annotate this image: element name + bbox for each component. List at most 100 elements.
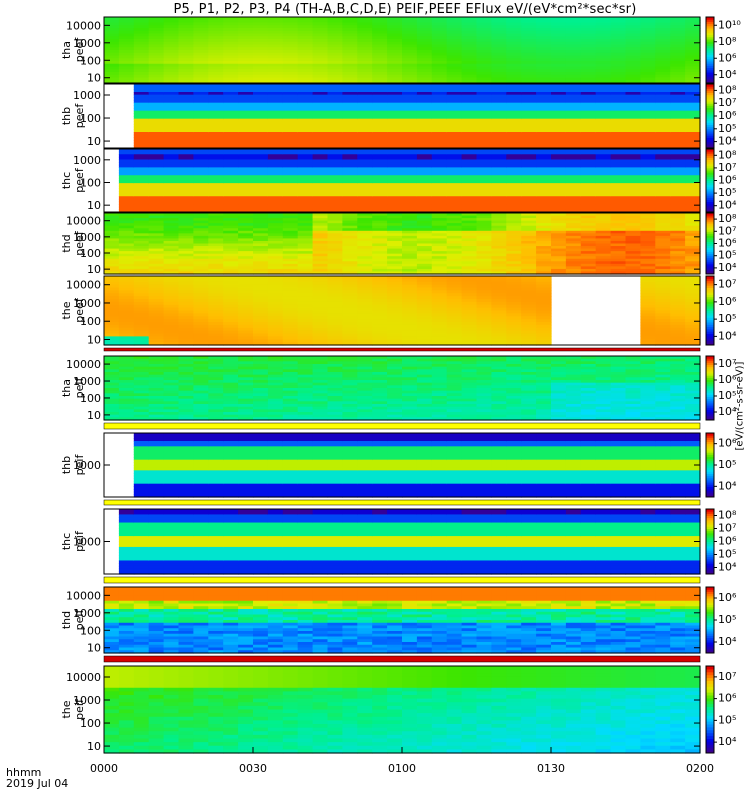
spectrogram-cell: [178, 278, 194, 283]
spectrogram-cell: [193, 322, 209, 326]
spectrogram-cell: [238, 113, 254, 117]
spectrogram-cell: [580, 116, 597, 120]
spectrogram-cell: [357, 105, 373, 109]
spectrogram-cell: [595, 151, 612, 155]
spectrogram-cell: [148, 69, 165, 73]
spectrogram-cell: [178, 77, 194, 81]
spectrogram-cell: [163, 172, 180, 176]
spectrogram-cell: [670, 196, 686, 200]
spectrogram-cell: [387, 159, 403, 163]
spectrogram-cell: [521, 162, 537, 166]
spectrogram-cell: [670, 220, 686, 224]
spectrogram-cell: [416, 191, 433, 195]
spectrogram-cell: [416, 175, 433, 179]
spectrogram-cell: [342, 145, 358, 149]
spectrogram-cell: [208, 129, 224, 133]
spectrogram-cell: [461, 84, 478, 88]
spectrogram-cell: [357, 333, 373, 337]
spectrogram-cell: [133, 89, 150, 93]
spectrogram-cell: [476, 235, 492, 240]
spectrogram-cell: [193, 336, 209, 340]
spectrogram-cell: [521, 126, 537, 130]
spectrogram-cell: [565, 230, 582, 234]
spectrogram-cell: [193, 339, 209, 343]
spectrogram-cell: [163, 134, 180, 138]
spectrogram-cell: [208, 86, 224, 90]
spectrogram-cell: [357, 266, 373, 270]
spectrogram-cell: [595, 228, 612, 232]
colorbar-cell: [706, 195, 714, 198]
spectrogram-cell: [163, 248, 180, 252]
spectrogram-cell: [223, 230, 239, 234]
spectrogram-cell: [267, 74, 284, 79]
spectrogram-cell: [640, 253, 656, 257]
spectrogram-cell: [431, 121, 448, 125]
spectrogram-cell: [282, 333, 299, 337]
colorbar-tick-label: 10⁷: [718, 96, 736, 109]
spectrogram-cell: [208, 183, 224, 187]
spectrogram-cell: [595, 77, 612, 81]
spectrogram-cell: [297, 310, 314, 314]
spectrogram-cell: [536, 180, 552, 184]
spectrogram-cell: [208, 248, 224, 252]
spectrogram-cell: [342, 258, 358, 262]
spectrogram-cell: [208, 206, 224, 210]
spectrogram-cell: [193, 290, 209, 294]
spectrogram-cell: [297, 313, 314, 317]
spectrogram-cell: [178, 44, 194, 48]
spectrogram-cell: [402, 322, 418, 326]
spectrogram-cell: [267, 228, 284, 232]
spectrogram-cell: [372, 316, 388, 320]
spectrogram-cell: [476, 50, 492, 54]
spectrogram-cell: [402, 284, 418, 289]
spectrogram-cell: [133, 63, 150, 68]
spectrogram-cell: [461, 307, 478, 312]
spectrogram-cell: [536, 209, 552, 213]
spectrogram-cell: [431, 52, 448, 57]
spectrogram-cell: [118, 39, 135, 43]
spectrogram-cell: [297, 256, 314, 260]
spectrogram-cell: [312, 164, 329, 168]
spectrogram-cell: [297, 223, 314, 227]
spectrogram-cell: [416, 243, 433, 247]
spectrogram-cell: [580, 50, 597, 54]
spectrogram-cell: [223, 167, 239, 171]
spectrogram-cell: [208, 228, 224, 232]
spectrogram-cell: [670, 47, 686, 51]
spectrogram-cell: [178, 175, 194, 179]
spectrogram-cell: [387, 124, 403, 128]
spectrogram-cell: [461, 310, 478, 314]
spectrogram-cell: [118, 307, 135, 312]
spectrogram-cell: [670, 102, 686, 106]
spectrogram-cell: [416, 92, 433, 96]
spectrogram-cell: [163, 185, 180, 189]
spectrogram-cell: [148, 124, 165, 128]
spectrogram-cell: [342, 102, 358, 106]
spectrogram-cell: [536, 196, 552, 200]
spectrogram-cell: [625, 142, 641, 146]
spectrogram-cell: [595, 164, 612, 168]
spectrogram-cell: [506, 50, 522, 54]
spectrogram-cell: [685, 89, 701, 93]
spectrogram-cell: [282, 113, 299, 117]
spectrogram-cell: [163, 167, 180, 171]
spectrogram-cell: [297, 140, 314, 144]
spectrogram-cell: [133, 41, 150, 46]
spectrogram-cell: [223, 137, 239, 141]
spectrogram-cell: [208, 52, 224, 57]
spectrogram-cell: [357, 188, 373, 192]
spectrogram-cell: [238, 233, 254, 237]
spectrogram-cell: [357, 218, 373, 222]
spectrogram-cell: [536, 164, 552, 168]
spectrogram-cell: [297, 284, 314, 289]
spectrogram-cell: [625, 129, 641, 133]
spectrogram-cell: [551, 268, 567, 273]
spectrogram-cell: [327, 215, 343, 219]
spectrogram-cell: [402, 342, 418, 346]
spectrogram-cell: [312, 113, 329, 117]
spectrogram-cell: [580, 69, 597, 73]
spectrogram-cell: [551, 47, 567, 51]
spectrogram-cell: [491, 121, 507, 125]
spectrogram-cell: [491, 183, 507, 187]
spectrogram-cell: [670, 167, 686, 171]
